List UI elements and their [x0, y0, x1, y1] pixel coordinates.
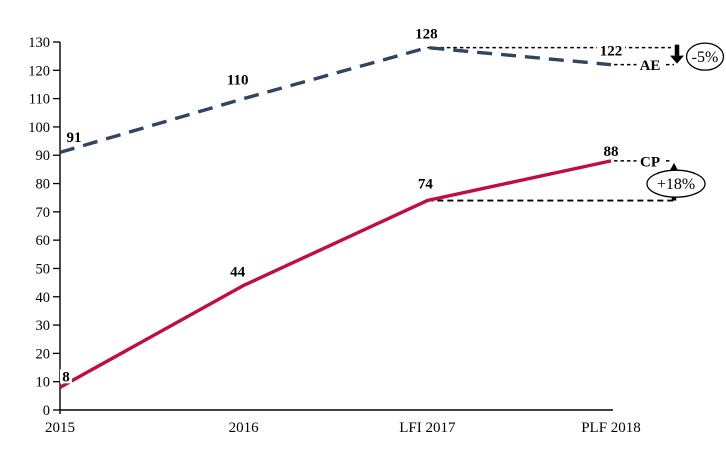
- x-category-label: 2015: [45, 420, 75, 436]
- label-background: [601, 143, 621, 158]
- series-line-AE: [59, 45, 612, 155]
- data-label-CP: 8: [62, 369, 70, 385]
- label-background: [227, 264, 248, 279]
- x-category-label: LFI 2017: [399, 420, 456, 436]
- y-tick-label: 80: [36, 177, 51, 193]
- y-tick-label: 20: [36, 346, 51, 362]
- label-background: [223, 72, 252, 87]
- data-label-CP: 74: [418, 177, 434, 193]
- label-background: [60, 369, 72, 384]
- y-tick-label: 30: [36, 318, 51, 334]
- label-background: [636, 56, 664, 73]
- y-tick-label: 90: [36, 148, 51, 164]
- x-category-label: PLF 2018: [581, 420, 641, 436]
- data-label-AE: 110: [227, 73, 249, 89]
- y-tick-label: 130: [28, 35, 50, 51]
- data-label-CP: 44: [230, 264, 246, 280]
- y-tick-label: 0: [43, 403, 50, 419]
- label-background: [64, 129, 84, 144]
- change-ellipse-CP: [646, 169, 706, 198]
- series-tag-CP: CP: [640, 154, 660, 170]
- label-background: [412, 26, 441, 41]
- y-tick-label: 10: [36, 375, 51, 391]
- y-tick-label: 40: [36, 290, 51, 306]
- change-ellipse-AE: [685, 42, 725, 71]
- data-label-AE: 128: [415, 27, 438, 43]
- data-label-AE: 91: [67, 130, 82, 146]
- data-label-AE: 122: [600, 44, 623, 60]
- change-label-CP: +18%: [657, 176, 695, 193]
- label-background: [415, 176, 436, 191]
- y-tick-label: 60: [36, 233, 51, 249]
- y-tick-label: 110: [29, 92, 50, 108]
- series-tag-AE: AE: [640, 58, 661, 74]
- arrow-head-down: [670, 55, 684, 64]
- series-line-CP: [59, 159, 612, 389]
- change-label-AE: -5%: [692, 49, 719, 66]
- x-category-label: 2016: [229, 420, 260, 436]
- label-background: [597, 43, 625, 58]
- data-label-CP: 88: [604, 144, 619, 160]
- y-tick-label: 100: [28, 120, 50, 136]
- y-tick-label: 70: [36, 205, 51, 221]
- y-tick-label: 120: [28, 63, 50, 79]
- y-tick-label: 50: [36, 261, 51, 277]
- label-background: [636, 152, 664, 169]
